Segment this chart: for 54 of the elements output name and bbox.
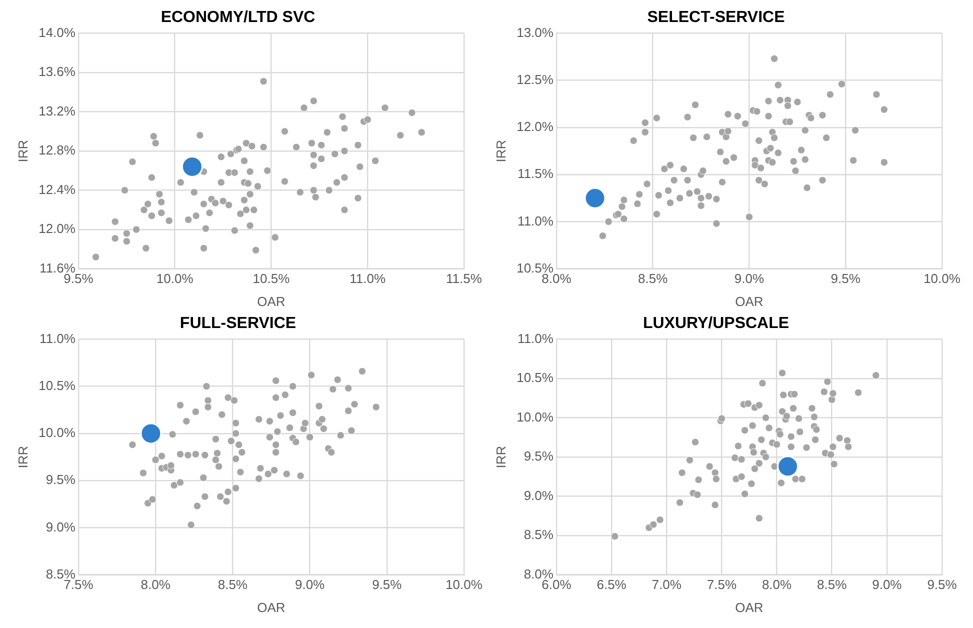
x-tick-label: 9.0% bbox=[734, 271, 764, 286]
y-tick-label: 9.5% bbox=[524, 448, 554, 464]
x-tick-label: 10.0% bbox=[446, 577, 483, 592]
y-tick-label: 13.2% bbox=[38, 103, 76, 118]
chart-title: ECONOMY/LTD SVC bbox=[160, 9, 316, 26]
x-tick-label: 6.5% bbox=[596, 577, 627, 592]
y-tick-label: 11.0% bbox=[518, 330, 554, 346]
y-axis-title: IRR bbox=[15, 140, 30, 162]
x-tick-label: 9.0% bbox=[294, 577, 326, 592]
y-tick-label: 13.0% bbox=[516, 24, 554, 40]
y-tick-label: 12.0% bbox=[516, 119, 554, 134]
y-tick-label: 14.0% bbox=[38, 24, 76, 40]
y-tick-label: 11.0% bbox=[518, 213, 554, 228]
y-tick-label: 9.0% bbox=[46, 519, 76, 534]
chart-title: LUXURY/UPSCALE bbox=[642, 315, 790, 332]
x-tick-label: 7.0% bbox=[652, 577, 682, 592]
x-tick-label: 11.5% bbox=[446, 271, 482, 286]
y-tick-label: 11.0% bbox=[40, 330, 76, 346]
y-tick-label: 12.8% bbox=[38, 142, 76, 158]
y-tick-label: 13.6% bbox=[38, 64, 76, 80]
x-axis-title: OAR bbox=[257, 294, 286, 309]
y-axis-title: IRR bbox=[15, 446, 30, 468]
x-tick-label: 8.5% bbox=[638, 271, 668, 286]
x-tick-label: 9.5% bbox=[927, 577, 958, 592]
x-tick-label: 11.0% bbox=[350, 271, 386, 286]
x-axis-title: OAR bbox=[735, 294, 764, 309]
x-tick-label: 8.5% bbox=[218, 577, 248, 592]
y-tick-label: 12.0% bbox=[38, 221, 76, 236]
y-tick-label: 8.5% bbox=[524, 527, 554, 542]
x-tick-label: 10.5% bbox=[252, 271, 290, 286]
y-tick-label: 10.5% bbox=[38, 378, 76, 393]
y-tick-label: 10.0% bbox=[516, 409, 554, 424]
y-tick-label: 9.0% bbox=[524, 488, 554, 503]
y-axis-title: IRR bbox=[493, 140, 508, 162]
y-axis-title: IRR bbox=[493, 446, 508, 468]
y-tick-label: 10.5% bbox=[516, 370, 554, 386]
x-tick-label: 7.5% bbox=[706, 577, 737, 592]
x-tick-label: 10.0% bbox=[924, 271, 961, 286]
x-axis-title: OAR bbox=[735, 600, 764, 615]
y-tick-label: 12.5% bbox=[516, 72, 554, 87]
x-tick-label: 8.5% bbox=[817, 577, 848, 592]
chart-title: SELECT-SERVICE bbox=[647, 9, 786, 26]
y-tick-label: 12.4% bbox=[38, 182, 76, 197]
x-tick-label: 9.0% bbox=[872, 577, 902, 592]
x-tick-label: 9.5% bbox=[372, 577, 402, 592]
y-tick-label: 10.0% bbox=[38, 425, 76, 440]
x-axis-title: OAR bbox=[257, 600, 286, 615]
x-tick-label: 9.5% bbox=[830, 271, 861, 286]
x-tick-label: 8.0% bbox=[140, 577, 171, 592]
chart-title: FULL-SERVICE bbox=[180, 315, 296, 332]
y-tick-label: 9.5% bbox=[46, 472, 76, 488]
x-tick-label: 10.0% bbox=[156, 271, 194, 286]
x-tick-label: 8.0% bbox=[762, 577, 792, 592]
y-tick-label: 11.5% bbox=[518, 166, 554, 182]
